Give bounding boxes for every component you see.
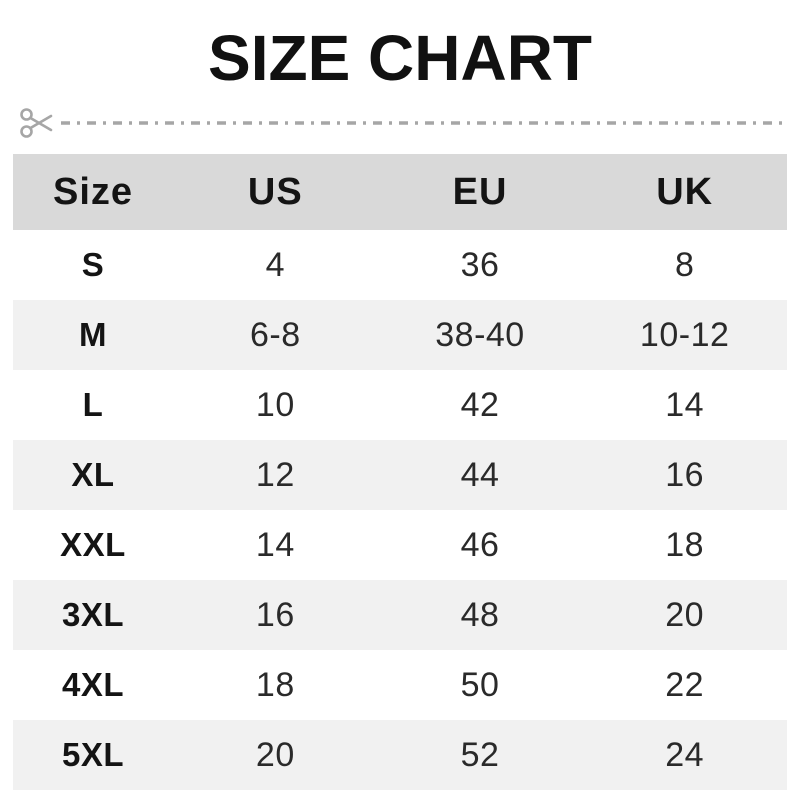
us-value: 18 xyxy=(255,665,295,704)
table-row-xxl: XXL 14 46 18 xyxy=(13,510,787,580)
eu-value: 48 xyxy=(460,595,500,634)
us-value: 4 xyxy=(265,245,286,284)
dashed-cut-line xyxy=(61,121,788,125)
scissors-icon xyxy=(20,108,53,138)
header-cell-size: Size xyxy=(52,170,134,213)
table-row-3xl: 3XL 16 48 20 xyxy=(13,580,787,650)
uk-value: 8 xyxy=(674,245,695,284)
uk-value: 10-12 xyxy=(639,315,730,354)
size-label: 4XL xyxy=(61,666,125,703)
us-value: 12 xyxy=(255,455,295,494)
header-cell-eu: EU xyxy=(452,170,508,213)
eu-value: 46 xyxy=(460,525,500,564)
uk-value: 18 xyxy=(665,525,705,564)
size-label: L xyxy=(82,386,104,423)
size-table: Size US EU UK S 4 36 8 M 6-8 38-40 10-12… xyxy=(13,154,787,790)
table-row-s: S 4 36 8 xyxy=(13,230,787,300)
size-label: M xyxy=(79,316,107,353)
eu-value: 42 xyxy=(460,385,500,424)
eu-value: 38-40 xyxy=(435,315,525,354)
uk-value: 14 xyxy=(665,385,705,424)
table-row-l: L 10 42 14 xyxy=(13,370,787,440)
uk-value: 24 xyxy=(665,735,705,774)
header-cell-us: US xyxy=(247,170,303,213)
size-label: 5XL xyxy=(61,736,125,773)
size-label: S xyxy=(81,246,105,283)
eu-value: 50 xyxy=(460,665,500,704)
uk-value: 20 xyxy=(665,595,705,634)
table-row-m: M 6-8 38-40 10-12 xyxy=(13,300,787,370)
table-row-xl: XL 12 44 16 xyxy=(13,440,787,510)
page-title: SIZE CHART xyxy=(208,22,592,94)
table-header-row: Size US EU UK xyxy=(13,154,787,230)
uk-value: 22 xyxy=(665,665,705,704)
uk-value: 16 xyxy=(665,455,705,494)
table-row-4xl: 4XL 18 50 22 xyxy=(13,650,787,720)
size-label: XL xyxy=(71,456,115,493)
us-value: 10 xyxy=(255,385,295,424)
size-label: 3XL xyxy=(61,596,125,633)
us-value: 14 xyxy=(255,525,295,564)
size-label: XXL xyxy=(60,526,126,563)
cut-line xyxy=(18,102,788,144)
table-row-5xl: 5XL 20 52 24 xyxy=(13,720,787,790)
us-value: 20 xyxy=(255,735,295,774)
header-cell-uk: UK xyxy=(656,170,714,213)
eu-value: 52 xyxy=(460,735,500,774)
us-value: 16 xyxy=(255,595,295,634)
us-value: 6-8 xyxy=(250,315,301,354)
eu-value: 44 xyxy=(460,455,500,494)
eu-value: 36 xyxy=(460,245,500,284)
